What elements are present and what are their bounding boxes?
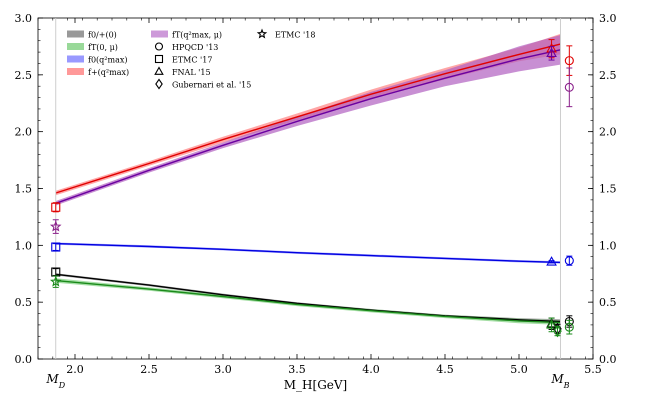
legend-marker-label-1: HPQCD '13	[172, 43, 218, 52]
legend-marker-2	[154, 54, 164, 64]
mass-marker-layer: MD MB	[45, 18, 570, 390]
marker-13	[564, 82, 574, 92]
legend-marker-label-2: ETMC '17	[172, 56, 212, 65]
mass-label-sub-1: B	[563, 381, 570, 390]
y-tick-label-right-6: 3.0	[599, 12, 617, 25]
legend-marker-4	[155, 78, 163, 90]
legend-marker-label-0: ETMC '18	[275, 31, 315, 40]
legend-swatch-4	[151, 30, 168, 38]
x-tick-label-7: 5.5	[584, 363, 602, 376]
legend-swatch-0	[67, 30, 84, 38]
y-tick-label-1: 0.5	[15, 296, 33, 309]
y-tick-label-right-5: 2.5	[599, 69, 617, 82]
data-point-1	[51, 242, 61, 252]
marker-16	[564, 322, 574, 332]
data-point-3	[49, 219, 62, 234]
marker-9	[546, 319, 557, 329]
legend-band-label-2: f0(q²max)	[88, 56, 128, 65]
axes-layer: 2.0 2.5 3.0 3.5 4.0 4.5 5.0 5.50.0 0.00.5 0.51.0 1…	[15, 12, 617, 392]
x-axis-label: M_H[GeV]	[284, 378, 347, 392]
legend-marker-0	[256, 28, 268, 39]
data-point-4	[49, 275, 62, 288]
legend-swatch-2	[67, 55, 84, 63]
data-point-0	[51, 202, 61, 213]
y-tick-label-right-1: 0.5	[599, 296, 617, 309]
marker-11	[553, 324, 562, 338]
band-0	[55, 273, 561, 324]
marker-6	[546, 47, 557, 57]
data-point-11	[553, 324, 562, 338]
y-tick-label-right-3: 1.5	[599, 183, 617, 196]
legend-band-label-0: f0/+(0)	[88, 31, 117, 40]
data-point-7	[546, 256, 557, 266]
x-tick-label-3: 3.5	[288, 363, 306, 376]
legend-band-label-3: f+(q²max)	[88, 68, 129, 77]
series-line-3	[55, 43, 561, 194]
data-point-layer	[49, 39, 574, 338]
marker-0	[51, 202, 61, 212]
x-tick-label-4: 4.0	[362, 363, 380, 376]
legend-band-label-1: fT(0, μ)	[88, 43, 118, 52]
series-line-4	[55, 49, 561, 204]
mass-label-1: MB	[550, 372, 569, 390]
y-tick-label-right-0: 0.0	[599, 353, 617, 366]
series-line-1	[55, 279, 561, 324]
x-tick-label-1: 2.5	[140, 363, 158, 376]
y-tick-label-6: 3.0	[15, 12, 33, 25]
legend-swatch-1	[67, 43, 84, 50]
marker-1	[51, 242, 61, 252]
marker-12	[564, 56, 574, 66]
marker-3	[49, 220, 62, 232]
mass-label-sub-0: D	[58, 381, 66, 390]
y-tick-label-5: 2.5	[15, 69, 33, 82]
legend-marker-3	[154, 66, 164, 75]
y-tick-label-right-2: 1.0	[599, 239, 617, 252]
y-tick-label-3: 1.5	[15, 183, 33, 196]
legend-band-label-4: fT(q²max, μ)	[172, 31, 222, 40]
legend-swatch-3	[67, 68, 84, 75]
series-line-2	[55, 242, 561, 264]
marker-7	[546, 256, 557, 266]
marker-4	[49, 275, 62, 287]
data-point-13	[564, 67, 574, 108]
x-tick-label-6: 5.0	[510, 363, 528, 376]
data-point-14	[564, 255, 574, 266]
x-tick-label-5: 4.5	[436, 363, 454, 376]
band-4	[55, 35, 561, 206]
data-point-6	[546, 45, 557, 61]
band-layer	[55, 33, 561, 325]
y-tick-label-2: 1.0	[15, 239, 33, 252]
mass-label-0: MD	[45, 372, 65, 390]
y-tick-label-right-4: 2.0	[599, 126, 617, 139]
legend-marker-label-3: FNAL '15	[172, 68, 211, 77]
y-tick-label-4: 2.0	[15, 126, 33, 139]
line-layer	[55, 43, 561, 324]
legend: f0/+(0) fT(0, μ) f0(q²max) f+(q²max) fT(q²ma…	[67, 28, 315, 90]
series-line-0	[55, 273, 561, 323]
data-point-9	[546, 317, 557, 333]
legend-marker-label-4: Gubernari et al. '15	[172, 81, 251, 90]
y-tick-label-0: 0.0	[15, 353, 33, 366]
x-tick-label-0: 2.0	[66, 363, 84, 376]
data-point-16	[564, 319, 574, 335]
legend-marker-1	[154, 42, 164, 51]
marker-14	[564, 256, 574, 266]
x-tick-label-2: 3.0	[214, 363, 232, 376]
